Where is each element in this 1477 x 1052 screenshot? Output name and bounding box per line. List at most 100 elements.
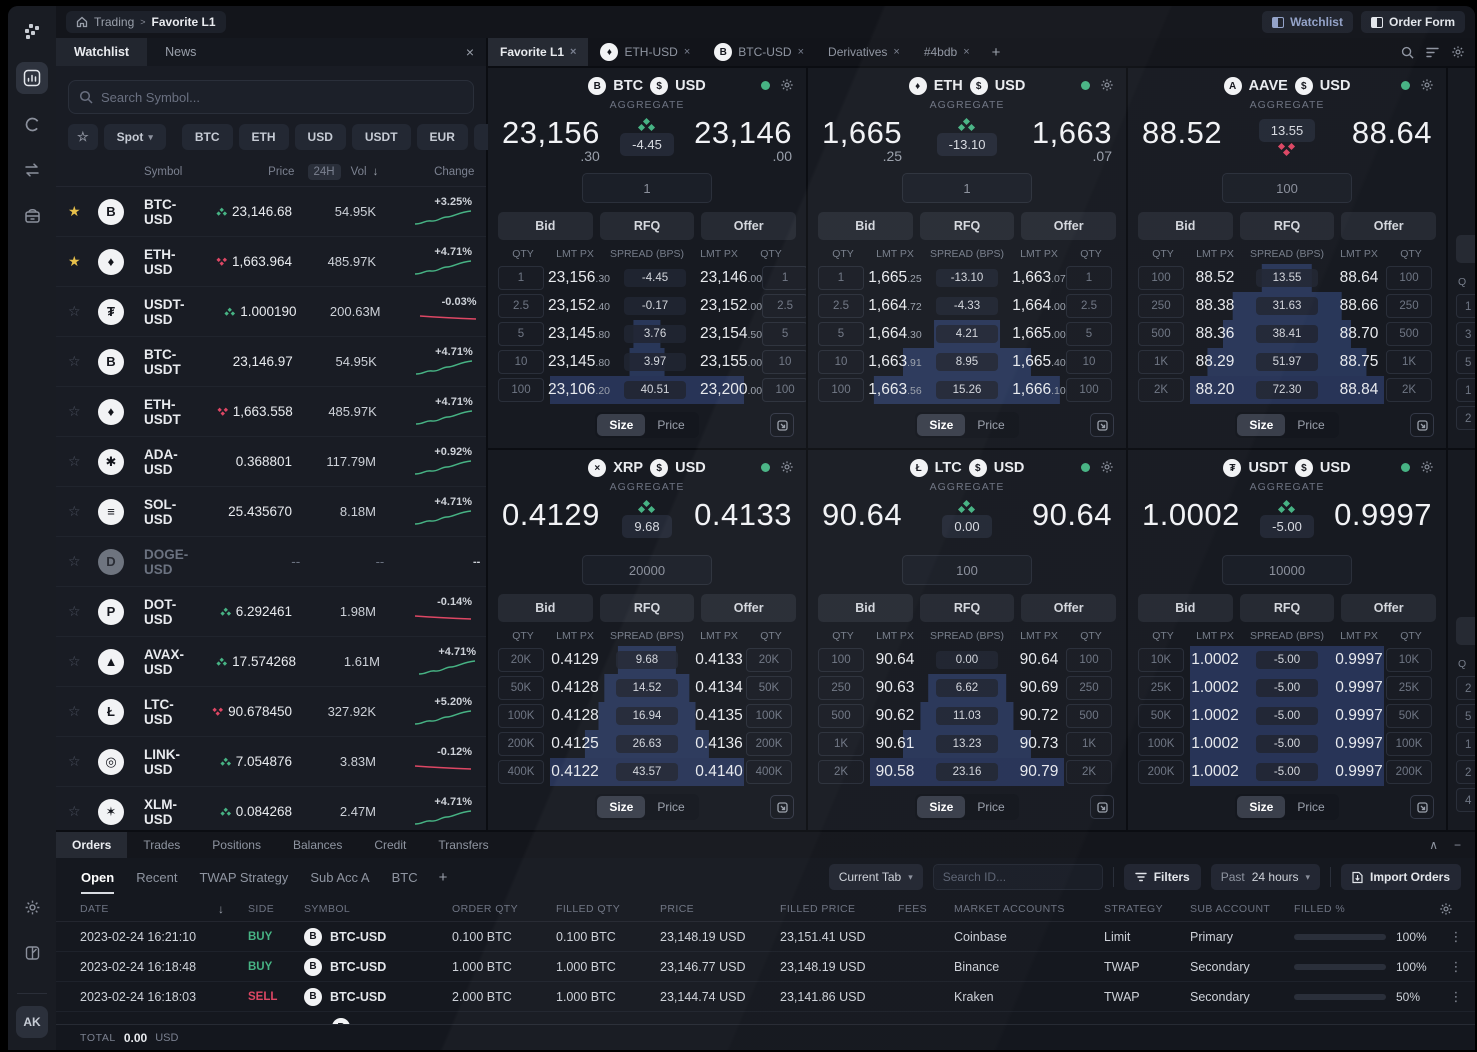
row-spread-bps[interactable]: 4.21: [936, 325, 998, 343]
price-toggle[interactable]: Price: [1297, 418, 1325, 432]
workspace-tab[interactable]: B BTC-USD ×: [702, 38, 816, 66]
quantity-input[interactable]: [582, 555, 712, 585]
ask-qty-box[interactable]: 100K: [1386, 732, 1432, 756]
ask-qty-box[interactable]: 100: [1066, 378, 1112, 402]
ask-qty-box[interactable]: 250: [1066, 676, 1112, 700]
best-bid[interactable]: 90.64: [822, 497, 902, 533]
bid-price[interactable]: 23,145.80: [548, 325, 611, 342]
size-price-toggle[interactable]: Size Price: [595, 794, 699, 820]
ask-price[interactable]: 23,152.00: [700, 297, 763, 314]
ask-price[interactable]: 88.66: [1339, 297, 1379, 314]
filter-chip-usd[interactable]: USD: [294, 124, 346, 150]
bid-price[interactable]: 0.4125: [551, 735, 599, 752]
watchlist-row[interactable]: ☆ ♦ ETH-USDT 1,663.558 485.97K +4.71%: [56, 387, 486, 437]
workspace-tab[interactable]: Favorite L1 ×: [488, 38, 589, 66]
size-toggle[interactable]: Size: [917, 414, 966, 436]
bid-qty-box[interactable]: 50K: [1138, 704, 1184, 728]
rfq-button[interactable]: RFQ: [599, 594, 695, 622]
close-tab-icon[interactable]: ×: [683, 46, 691, 58]
bid-price[interactable]: 1.0002: [1191, 763, 1239, 780]
ask-qty-box[interactable]: 10: [1066, 350, 1112, 374]
watchlist-tab-news[interactable]: News: [165, 45, 197, 59]
orders-tab-orders[interactable]: Orders: [56, 832, 128, 858]
ask-price[interactable]: 0.9997: [1335, 651, 1383, 668]
favorite-star-icon[interactable]: ☆: [68, 403, 81, 419]
watchlist-row[interactable]: ☆ Ł LTC-USD 90.678450 327.92K +5.20%: [56, 687, 486, 737]
row-spread-bps[interactable]: 51.97: [1256, 353, 1318, 371]
close-panel-icon[interactable]: ×: [465, 44, 474, 60]
ask-price[interactable]: 0.9997: [1335, 735, 1383, 752]
bid-qty-box[interactable]: 100K: [1138, 732, 1184, 756]
row-spread-bps[interactable]: 16.94: [616, 707, 678, 725]
watchlist-toggle-button[interactable]: Watchlist: [1262, 11, 1353, 33]
ask-price[interactable]: 0.4134: [695, 679, 743, 696]
widget-gear-icon[interactable]: [1420, 78, 1434, 92]
expand-widget-icon[interactable]: [1090, 413, 1114, 437]
bid-button[interactable]: Bid: [1138, 594, 1233, 622]
ask-qty-box[interactable]: 2K: [1066, 760, 1112, 784]
watchlist-row[interactable]: ☆ ≡ SOL-USD 25.435670 8.18M +4.71%: [56, 487, 486, 537]
widget-gear-icon[interactable]: [1100, 78, 1114, 92]
ask-price[interactable]: 1,665.00: [1012, 325, 1066, 342]
row-spread-bps[interactable]: 43.57: [616, 763, 678, 781]
bid-price[interactable]: 90.58: [875, 763, 915, 780]
vault-nav-icon[interactable]: [16, 200, 48, 232]
favorite-star-icon[interactable]: ★: [68, 253, 81, 269]
widget-gear-icon[interactable]: [780, 78, 794, 92]
ask-price[interactable]: 23,146.00: [700, 269, 763, 286]
favorite-star-icon[interactable]: ☆: [68, 653, 81, 669]
order-form-toggle-button[interactable]: Order Form: [1360, 11, 1465, 33]
row-menu-icon[interactable]: ⋮: [1449, 928, 1463, 944]
watchlist-row[interactable]: ☆ B BTC-USDT 23,146.97 54.95K +4.71%: [56, 337, 486, 387]
bid-price[interactable]: 1,664.72: [868, 297, 922, 314]
widget-gear-icon[interactable]: [1100, 460, 1114, 474]
ask-price[interactable]: 0.4135: [695, 707, 743, 724]
best-ask[interactable]: 1,663.07: [1032, 115, 1112, 164]
orders-tab-balances[interactable]: Balances: [292, 838, 343, 852]
order-row[interactable]: 2023-02-24 16:18:03 SELL B BTC-USD 2.000 BTC…: [56, 982, 1475, 1012]
workspace-tab[interactable]: ♦ ETH-USD ×: [588, 38, 702, 66]
row-spread-bps[interactable]: 31.63: [1256, 297, 1318, 315]
size-price-toggle[interactable]: Size Price: [915, 794, 1019, 820]
scope-dropdown[interactable]: Current Tab ▾: [828, 864, 923, 890]
ask-qty-box[interactable]: 10K: [1386, 648, 1432, 672]
period-24h-chip[interactable]: 24H: [307, 164, 341, 180]
row-spread-bps[interactable]: 14.52: [616, 679, 678, 697]
refresh-nav-icon[interactable]: [16, 108, 48, 140]
quantity-input[interactable]: [1222, 173, 1352, 203]
offer-button[interactable]: Offer: [1341, 212, 1437, 240]
bid-button[interactable]: Bid: [498, 594, 593, 622]
ask-qty-box[interactable]: 2.5: [762, 294, 806, 318]
filter-chip-eur[interactable]: EUR: [416, 124, 468, 150]
best-bid[interactable]: 1.0002: [1142, 497, 1240, 533]
order-row[interactable]: 2023-02-24 16:18:48 BUY B BTC-USD 1.000 BTC 1…: [56, 952, 1475, 982]
symbol-search-input[interactable]: [101, 89, 463, 105]
ask-price[interactable]: 0.9997: [1335, 707, 1383, 724]
bid-button[interactable]: Bid: [498, 212, 593, 240]
size-toggle[interactable]: Size: [917, 796, 966, 818]
ask-qty-box[interactable]: 100K: [746, 704, 792, 728]
bid-qty-box[interactable]: 200K: [1138, 760, 1184, 784]
favorites-filter-button[interactable]: ☆: [68, 124, 98, 150]
best-ask[interactable]: 88.64: [1352, 115, 1432, 151]
symbol-search[interactable]: [68, 80, 474, 114]
collapse-panel-icon[interactable]: ∧: [1429, 838, 1438, 852]
ask-price[interactable]: 90.72: [1019, 707, 1059, 724]
best-bid[interactable]: 1,665.25: [822, 115, 902, 164]
breadcrumb[interactable]: Trading > Favorite L1: [66, 11, 226, 33]
bid-price[interactable]: 23,156.30: [548, 269, 611, 286]
close-tab-icon[interactable]: ×: [963, 46, 970, 58]
best-ask[interactable]: 23,146.00: [694, 115, 792, 164]
bid-price[interactable]: 88.29: [1195, 353, 1235, 370]
best-bid[interactable]: 88.52: [1142, 115, 1222, 151]
quantity-input[interactable]: [902, 173, 1032, 203]
layout-icon[interactable]: [1426, 47, 1439, 58]
best-ask[interactable]: 0.9997: [1334, 497, 1432, 533]
favorite-star-icon[interactable]: ☆: [68, 603, 81, 619]
ask-price[interactable]: 1,663.07: [1012, 269, 1066, 286]
bid-price[interactable]: 0.4122: [551, 763, 599, 780]
bid-price[interactable]: 1.0002: [1191, 679, 1239, 696]
markets-nav-icon[interactable]: [16, 62, 48, 94]
filter-chip-btc[interactable]: BTC: [181, 124, 233, 150]
rfq-button[interactable]: RFQ: [599, 212, 695, 240]
